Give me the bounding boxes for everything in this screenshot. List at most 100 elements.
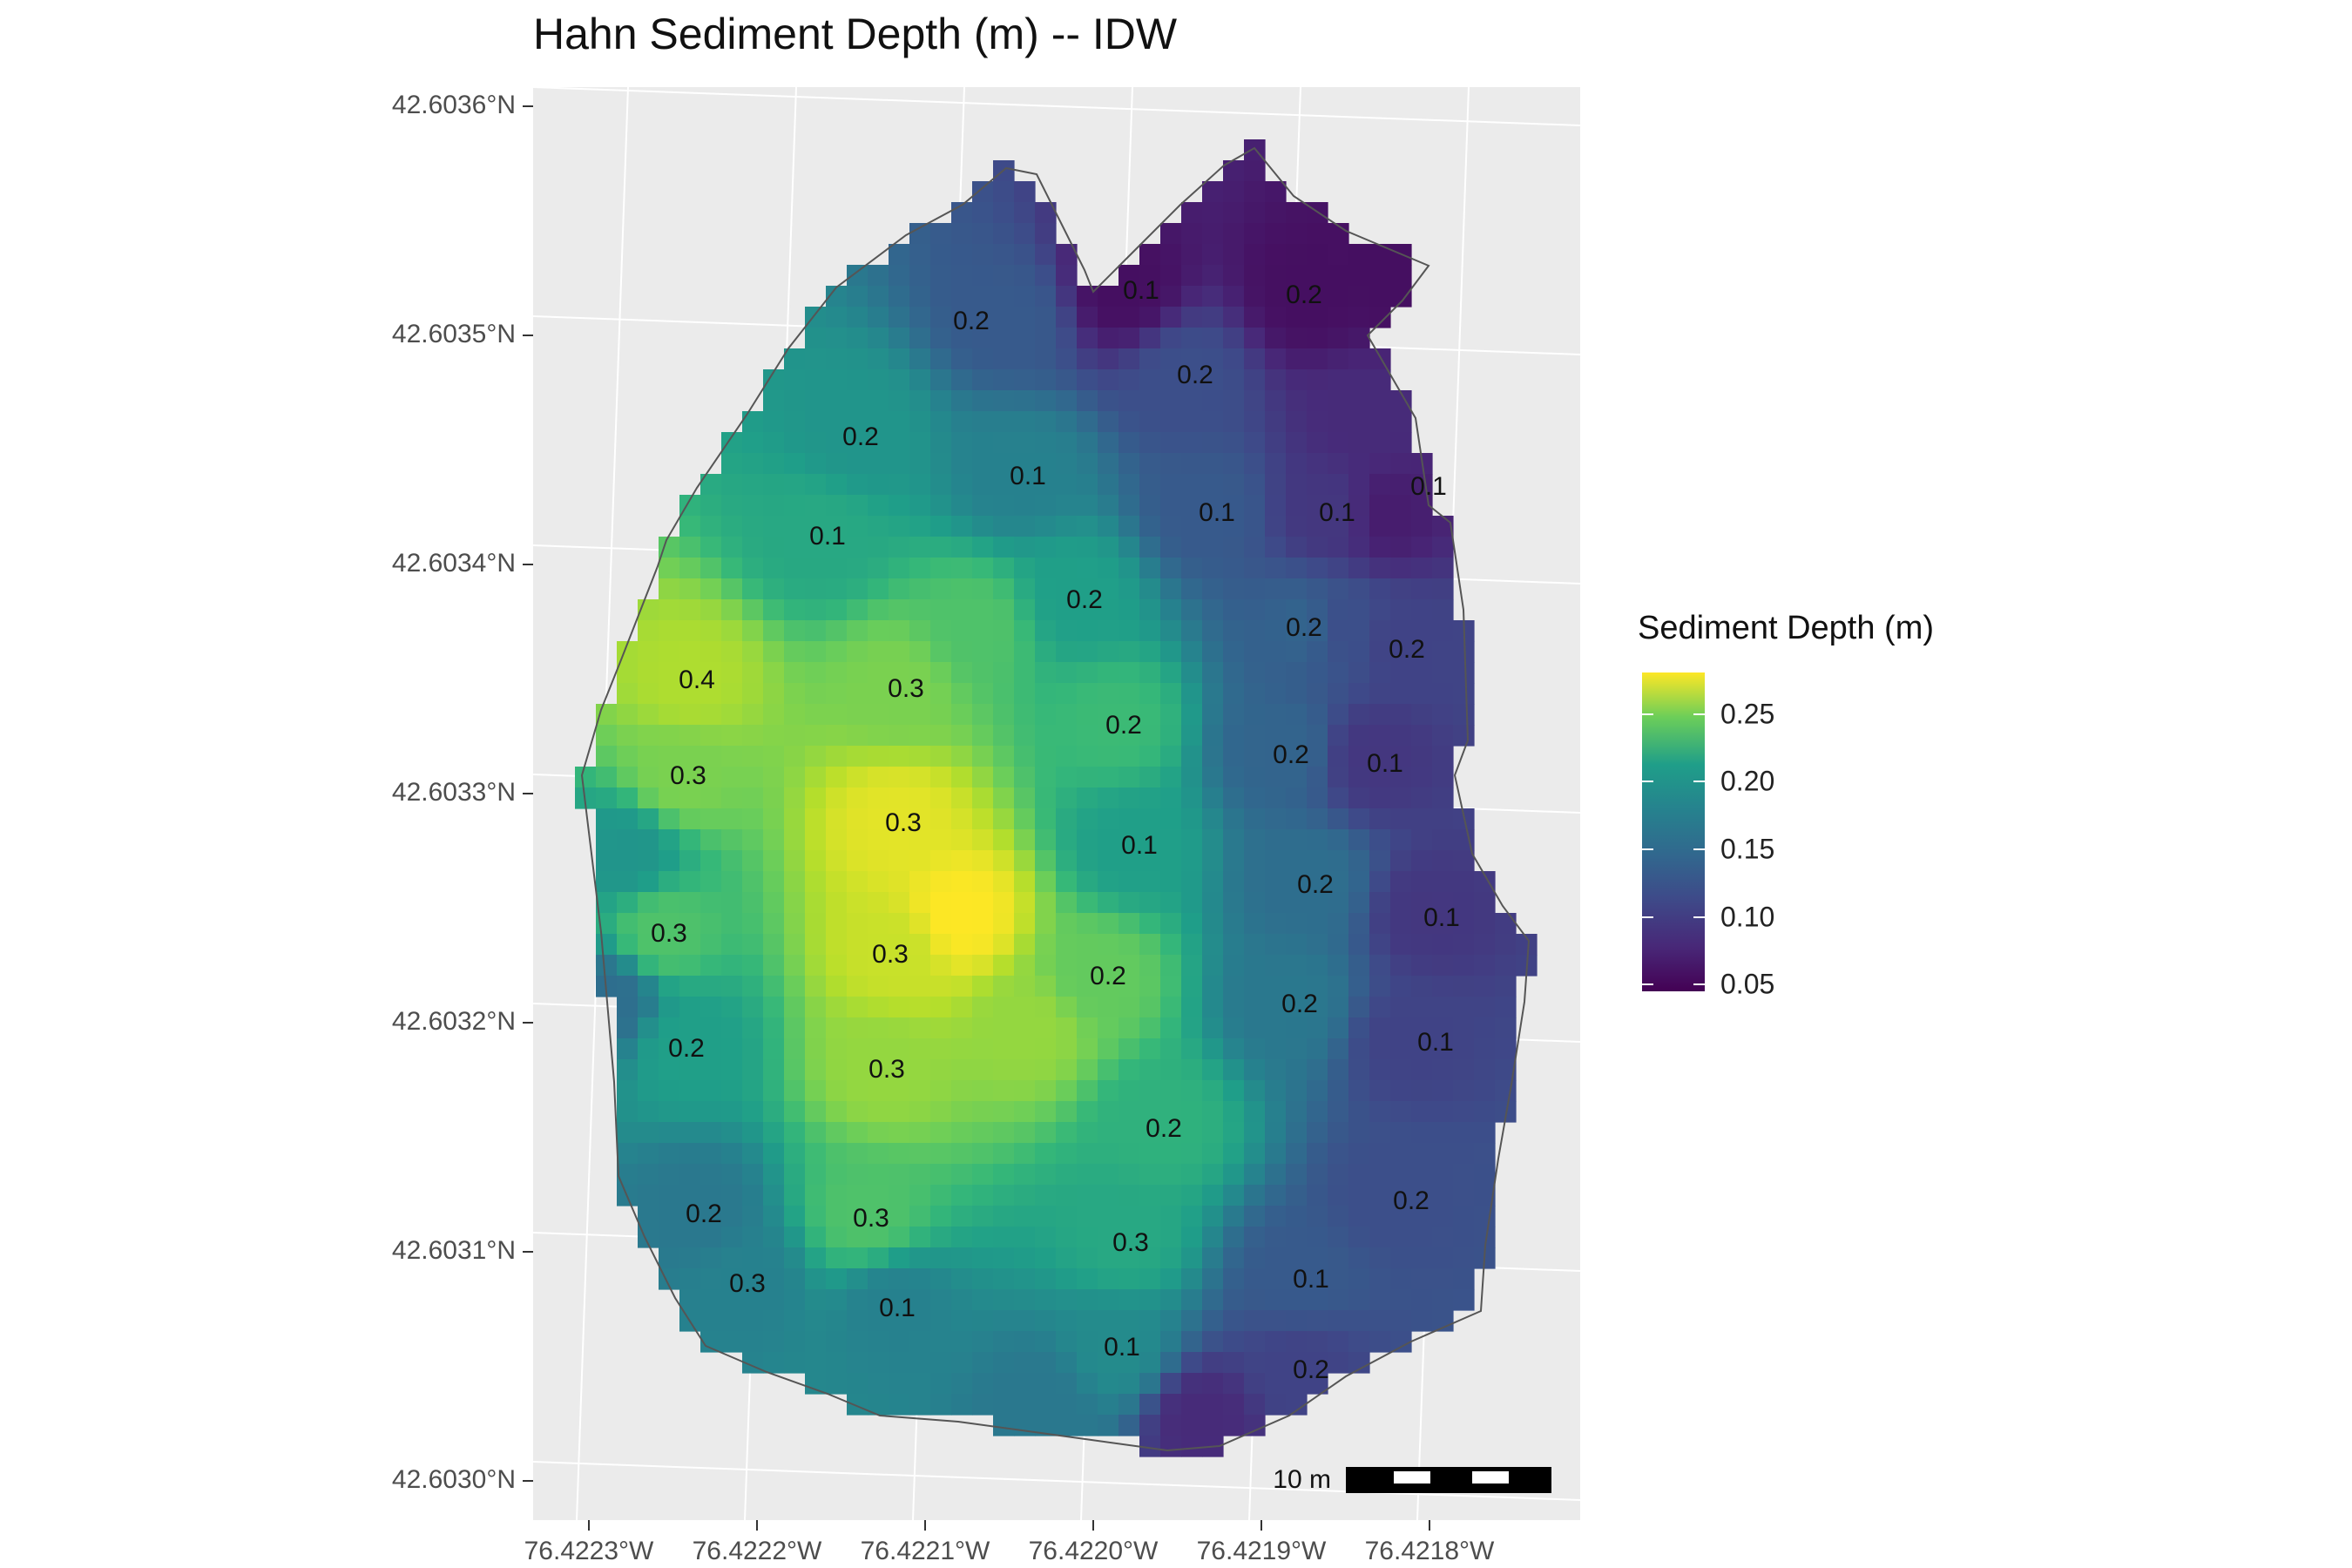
raster-cell — [826, 1268, 848, 1290]
raster-cell — [1014, 641, 1036, 663]
raster-cell — [972, 871, 994, 893]
raster-cell — [1139, 1394, 1161, 1416]
raster-cell — [805, 892, 827, 914]
raster-cell — [1244, 348, 1266, 370]
raster-cell — [972, 1394, 994, 1416]
raster-cell — [805, 453, 827, 475]
raster-cell — [1390, 537, 1412, 558]
raster-cell — [1411, 1080, 1433, 1102]
raster-cell — [1328, 244, 1349, 266]
raster-cell — [805, 1038, 827, 1060]
raster-cell — [1160, 1268, 1182, 1290]
raster-cell — [805, 1143, 827, 1165]
raster-cell — [1453, 1122, 1475, 1144]
raster-cell — [951, 390, 973, 412]
raster-cell — [784, 1080, 806, 1102]
raster-cell — [1453, 683, 1475, 705]
raster-cell — [679, 1247, 701, 1269]
raster-cell — [1119, 348, 1140, 370]
raster-cell — [1348, 808, 1370, 830]
raster-cell — [1369, 976, 1391, 997]
raster-cell — [1307, 1185, 1328, 1206]
raster-cell — [1286, 934, 1308, 956]
raster-cell — [1265, 808, 1287, 830]
raster-cell — [1390, 1206, 1412, 1227]
raster-cell — [1223, 474, 1245, 496]
raster-cell — [700, 829, 722, 851]
raster-cell — [617, 725, 639, 747]
raster-cell — [638, 1143, 659, 1165]
raster-cell — [1390, 265, 1412, 287]
sample-label: 0.1 — [809, 522, 846, 551]
raster-cell — [993, 1373, 1015, 1395]
raster-cell — [1098, 1059, 1119, 1081]
raster-cell — [1035, 829, 1057, 851]
raster-cell — [1390, 1101, 1412, 1123]
raster-cell — [1119, 495, 1140, 517]
raster-cell — [1014, 348, 1036, 370]
raster-cell — [930, 746, 952, 767]
raster-cell — [1286, 516, 1308, 537]
raster-cell — [1348, 411, 1370, 433]
raster-cell — [784, 1352, 806, 1374]
raster-cell — [1244, 955, 1266, 977]
raster-cell — [742, 787, 764, 809]
raster-cell — [1160, 307, 1182, 328]
raster-cell — [930, 348, 952, 370]
raster-cell — [763, 1268, 785, 1290]
raster-cell — [1223, 808, 1245, 830]
raster-cell — [721, 1122, 743, 1144]
raster-cell — [1181, 390, 1203, 412]
raster-cell — [1160, 495, 1182, 517]
raster-cell — [909, 1289, 931, 1311]
raster-cell — [659, 725, 680, 747]
raster-cell — [1286, 1394, 1308, 1416]
raster-cell — [1139, 495, 1161, 517]
raster-cell — [993, 767, 1015, 788]
raster-cell — [826, 1080, 848, 1102]
raster-cell — [1432, 641, 1454, 663]
raster-cell — [1328, 1185, 1349, 1206]
raster-cell — [784, 662, 806, 684]
raster-cell — [1056, 1247, 1078, 1269]
raster-cell — [617, 1101, 639, 1123]
raster-cell — [1348, 934, 1370, 956]
raster-cell — [1432, 620, 1454, 642]
raster-cell — [1098, 432, 1119, 454]
raster-cell — [659, 976, 680, 997]
raster-cell — [1328, 1017, 1349, 1039]
x-tick-label: 76.4220°W — [1029, 1537, 1159, 1565]
raster-cell — [1432, 808, 1454, 830]
raster-cell — [868, 767, 889, 788]
raster-cell — [1223, 1352, 1245, 1374]
raster-cell — [993, 265, 1015, 287]
raster-cell — [1160, 348, 1182, 370]
raster-cell — [1056, 997, 1078, 1018]
raster-cell — [1181, 432, 1203, 454]
raster-cell — [1328, 578, 1349, 600]
raster-cell — [1411, 1143, 1433, 1165]
raster-cell — [1432, 871, 1454, 893]
raster-cell — [1348, 1164, 1370, 1186]
raster-cell — [868, 1122, 889, 1144]
raster-cell — [1139, 850, 1161, 872]
raster-cell — [993, 390, 1015, 412]
raster-cell — [1035, 1373, 1057, 1395]
raster-cell — [1077, 537, 1098, 558]
raster-cell — [1181, 934, 1203, 956]
raster-cell — [805, 411, 827, 433]
raster-cell — [909, 871, 931, 893]
raster-cell — [763, 1289, 785, 1311]
raster-cell — [1390, 725, 1412, 747]
raster-cell — [1035, 1038, 1057, 1060]
raster-cell — [930, 850, 952, 872]
raster-cell — [1348, 892, 1370, 914]
raster-cell — [1139, 1164, 1161, 1186]
raster-cell — [1014, 1059, 1036, 1081]
raster-cell — [784, 683, 806, 705]
raster-cell — [1181, 1436, 1203, 1457]
raster-cell — [1035, 934, 1057, 956]
raster-cell — [1286, 244, 1308, 266]
raster-cell — [1098, 1373, 1119, 1395]
idw-raster — [575, 139, 1538, 1457]
